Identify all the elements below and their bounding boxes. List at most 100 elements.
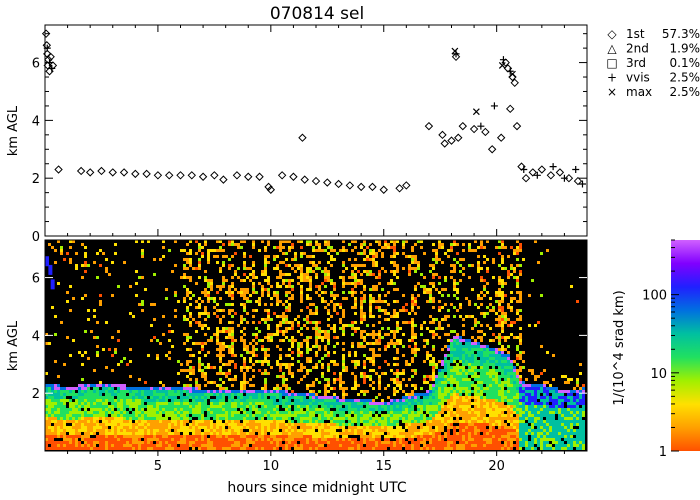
heatmap-cell: [468, 441, 471, 444]
heatmap-cell: [225, 402, 228, 405]
heatmap-cell: [282, 429, 285, 432]
heatmap-cell: [111, 393, 114, 396]
heatmap-cell: [81, 405, 84, 408]
heatmap-cell: [171, 390, 174, 393]
heatmap-cell: [453, 288, 456, 291]
heatmap-cell: [354, 303, 357, 306]
heatmap-cell: [114, 438, 117, 441]
heatmap-cell: [327, 273, 330, 276]
heatmap-cell: [453, 378, 456, 381]
heatmap-cell: [90, 399, 93, 402]
heatmap-cell: [270, 366, 273, 369]
heatmap-cell: [348, 399, 351, 402]
heatmap-cell: [351, 360, 354, 363]
heatmap-cell: [90, 426, 93, 429]
heatmap-cell: [309, 423, 312, 426]
heatmap-cell: [252, 420, 255, 423]
heatmap-cell: [291, 327, 294, 330]
heatmap-cell: [477, 438, 480, 441]
heatmap-cell: [123, 402, 126, 405]
heatmap-cell: [48, 426, 51, 429]
heatmap-cell: [432, 414, 435, 417]
heatmap-cell: [237, 435, 240, 438]
heatmap-cell: [192, 435, 195, 438]
heatmap-cell: [369, 333, 372, 336]
heatmap-cell: [264, 255, 267, 258]
heatmap-cell: [189, 393, 192, 396]
heatmap-cell: [213, 297, 216, 300]
heatmap-cell: [162, 432, 165, 435]
heatmap-cell: [396, 411, 399, 414]
heatmap-cell: [297, 438, 300, 441]
heatmap-cell: [249, 411, 252, 414]
heatmap-cell: [285, 405, 288, 408]
heatmap-cell: [483, 387, 486, 390]
heatmap-cell: [378, 366, 381, 369]
heatmap-cell: [255, 402, 258, 405]
heatmap-cell: [360, 243, 363, 246]
heatmap-cell: [348, 432, 351, 435]
heatmap-cell: [225, 405, 228, 408]
heatmap-cell: [480, 303, 483, 306]
heatmap-cell: [162, 315, 165, 318]
heatmap-cell: [396, 264, 399, 267]
heatmap-cell: [129, 402, 132, 405]
heatmap-cell: [420, 426, 423, 429]
heatmap-cell: [276, 411, 279, 414]
heatmap-cell: [417, 420, 420, 423]
heatmap-cell: [432, 435, 435, 438]
heatmap-cell: [438, 369, 441, 372]
heatmap-cell: [87, 318, 90, 321]
heatmap-cell: [372, 399, 375, 402]
heatmap-cell: [144, 432, 147, 435]
heatmap-cell: [441, 288, 444, 291]
heatmap-cell: [417, 435, 420, 438]
heatmap-cell: [480, 423, 483, 426]
heatmap-cell: [126, 402, 129, 405]
heatmap-cell: [300, 426, 303, 429]
heatmap-cell: [342, 348, 345, 351]
heatmap-cell: [63, 444, 66, 447]
heatmap-cell: [378, 447, 381, 450]
heatmap-cell: [411, 327, 414, 330]
heatmap-cell: [201, 291, 204, 294]
heatmap-cell: [99, 411, 102, 414]
heatmap-cell: [198, 417, 201, 420]
heatmap-cell: [429, 315, 432, 318]
heatmap-cell: [345, 429, 348, 432]
heatmap-cell: [174, 405, 177, 408]
heatmap-cell: [144, 399, 147, 402]
heatmap-cell: [276, 396, 279, 399]
heatmap-cell: [246, 348, 249, 351]
heatmap-cell: [228, 360, 231, 363]
heatmap-cell: [159, 402, 162, 405]
heatmap-cell: [66, 300, 69, 303]
heatmap-cell: [477, 267, 480, 270]
heatmap-cell: [177, 372, 180, 375]
heatmap-cell: [327, 312, 330, 315]
heatmap-cell: [453, 285, 456, 288]
heatmap-cell: [84, 408, 87, 411]
heatmap-cell: [216, 399, 219, 402]
heatmap-cell: [333, 387, 336, 390]
heatmap-cell: [237, 402, 240, 405]
heatmap-cell: [105, 390, 108, 393]
heatmap-cell: [279, 399, 282, 402]
heatmap-cell: [309, 276, 312, 279]
heatmap-cell: [279, 423, 282, 426]
heatmap-cell: [447, 369, 450, 372]
heatmap-cell: [321, 297, 324, 300]
heatmap-cell: [312, 264, 315, 267]
heatmap-cell: [186, 444, 189, 447]
heatmap-cell: [186, 336, 189, 339]
heatmap-cell: [93, 426, 96, 429]
heatmap-cell: [75, 387, 78, 390]
heatmap-cell: [261, 387, 264, 390]
heatmap-cell: [174, 402, 177, 405]
heatmap-cell: [141, 309, 144, 312]
heatmap-cell: [447, 366, 450, 369]
heatmap-cell: [465, 360, 468, 363]
heatmap-cell: [180, 423, 183, 426]
heatmap-cell: [351, 372, 354, 375]
heatmap-cell: [231, 309, 234, 312]
